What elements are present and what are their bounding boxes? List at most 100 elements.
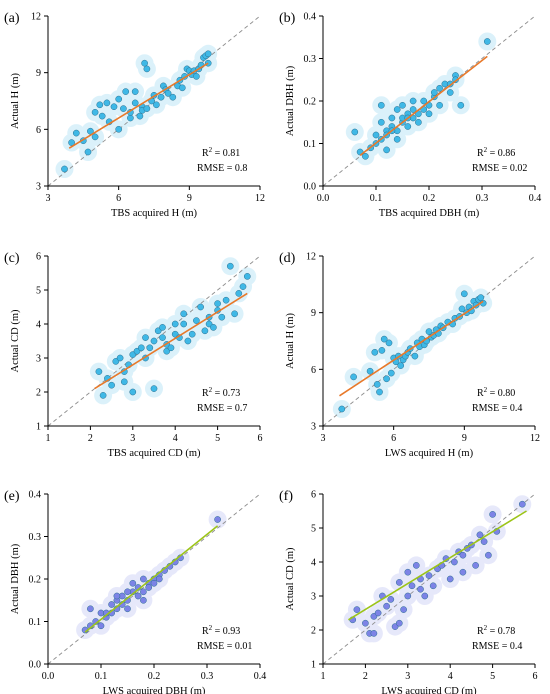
data-point bbox=[99, 392, 107, 399]
y-axis-label: Actual H (m) bbox=[10, 73, 21, 129]
y-tick-label: 0.3 bbox=[29, 532, 42, 543]
data-point bbox=[96, 101, 104, 109]
data-point bbox=[395, 619, 403, 627]
x-tick-label: 12 bbox=[255, 193, 265, 204]
data-point bbox=[197, 303, 204, 311]
data-point bbox=[68, 139, 75, 146]
panel-c: (c) 1 2 3 4 5 6 1 2 3 4 5 6 TBS acquired CD (m) Actual… bbox=[4, 251, 263, 459]
x-tick-label: 5 bbox=[215, 433, 220, 444]
y-tick-label: 1 bbox=[311, 660, 316, 671]
data-point bbox=[371, 348, 379, 356]
y-tick-label: 0.0 bbox=[304, 182, 317, 193]
data-point bbox=[210, 324, 217, 331]
rmse-text: RMSE = 0.7 bbox=[197, 403, 247, 414]
y-tick-label: 0.4 bbox=[304, 12, 317, 23]
data-point bbox=[459, 568, 467, 576]
data-point bbox=[436, 101, 443, 109]
r-squared-superscript: 2 bbox=[484, 624, 488, 632]
data-point bbox=[397, 362, 405, 369]
r-squared-text: R2 = 0.86 bbox=[477, 146, 515, 159]
regression-line bbox=[339, 300, 484, 397]
data-point bbox=[459, 551, 467, 559]
x-tick-label: 4 bbox=[448, 671, 453, 682]
x-tick-label: 3 bbox=[46, 193, 51, 204]
r-squared-text: R2 = 0.73 bbox=[202, 386, 240, 399]
data-point bbox=[446, 89, 454, 96]
data-point bbox=[98, 112, 106, 120]
rmse-text: RMSE = 0.02 bbox=[472, 163, 527, 174]
data-point bbox=[430, 89, 438, 96]
x-axis-label: TBS acquired DBH (m) bbox=[379, 208, 480, 219]
data-point bbox=[218, 313, 226, 321]
x-tick-label: 1 bbox=[321, 671, 326, 682]
data-point bbox=[157, 93, 165, 101]
y-tick-label: 6 bbox=[36, 125, 41, 136]
data-point bbox=[420, 97, 428, 105]
data-point bbox=[404, 568, 412, 576]
data-point bbox=[146, 344, 154, 352]
data-point bbox=[143, 105, 151, 112]
x-tick-label: 3 bbox=[321, 433, 326, 444]
data-point bbox=[140, 575, 147, 583]
panel-b: (b) 0.0 0.1 0.2 0.3 0.4 0.0 0.1 0.2 0.3 0.4 TBS acq… bbox=[279, 11, 541, 219]
data-point bbox=[378, 347, 386, 354]
x-tick-label: 5 bbox=[490, 671, 495, 682]
data-point bbox=[129, 388, 137, 396]
r-squared-symbol: R bbox=[202, 388, 209, 399]
y-tick-label: 5 bbox=[36, 286, 41, 297]
y-tick-label: 6 bbox=[36, 252, 41, 263]
data-point bbox=[153, 101, 160, 109]
data-point bbox=[116, 354, 124, 362]
data-point bbox=[214, 300, 221, 307]
y-tick-label: 0.2 bbox=[29, 575, 42, 586]
data-point bbox=[480, 538, 488, 545]
data-point bbox=[120, 378, 128, 386]
x-axis-label: LWS acquired CD (m) bbox=[381, 686, 477, 694]
y-tick-label: 0.4 bbox=[29, 490, 42, 501]
r-squared-text: R2 = 0.81 bbox=[202, 146, 240, 159]
r-squared-symbol: R bbox=[477, 388, 484, 399]
panel-label: (b) bbox=[279, 11, 296, 26]
data-point bbox=[214, 516, 221, 523]
data-point bbox=[188, 330, 196, 338]
r-squared-superscript: 2 bbox=[209, 624, 213, 632]
data-point bbox=[429, 582, 437, 590]
y-tick-label: 6 bbox=[311, 365, 316, 376]
x-tick-label: 12 bbox=[530, 433, 540, 444]
data-point bbox=[143, 65, 151, 73]
r-squared-superscript: 2 bbox=[484, 146, 488, 154]
data-point bbox=[377, 118, 385, 126]
x-axis-label: TBS acquired CD (m) bbox=[107, 448, 201, 459]
r-squared-text: R2 = 0.93 bbox=[202, 624, 240, 637]
data-point bbox=[425, 110, 433, 118]
x-tick-label: 6 bbox=[391, 433, 396, 444]
data-point bbox=[372, 131, 380, 139]
data-point bbox=[373, 381, 381, 388]
x-tick-label: 0.0 bbox=[317, 193, 330, 204]
data-point bbox=[400, 606, 407, 613]
data-point bbox=[457, 101, 465, 109]
data-point bbox=[155, 575, 163, 583]
y-tick-label: 3 bbox=[311, 422, 316, 433]
data-point bbox=[362, 619, 369, 627]
data-point bbox=[131, 88, 139, 95]
data-point bbox=[417, 585, 424, 593]
panel-f: (f) 1 2 3 4 5 6 1 2 3 4 5 6 LWS acquired CD (m) Actual… bbox=[279, 489, 538, 694]
regression-line bbox=[348, 510, 527, 621]
data-point bbox=[226, 262, 234, 270]
panel-e: (e) 0.0 0.1 0.2 0.3 0.4 0.0 0.1 0.2 0.3 0.4 LWS acq… bbox=[4, 489, 266, 694]
data-point bbox=[142, 334, 149, 341]
data-point bbox=[108, 381, 115, 389]
data-point bbox=[137, 344, 145, 352]
data-point bbox=[483, 38, 491, 45]
x-tick-label: 0.4 bbox=[254, 671, 267, 682]
data-point bbox=[235, 290, 243, 297]
data-point bbox=[141, 59, 148, 67]
data-point bbox=[477, 294, 485, 301]
data-point bbox=[178, 84, 186, 92]
point-glow bbox=[345, 32, 497, 166]
data-point bbox=[411, 352, 419, 360]
data-point bbox=[140, 588, 147, 596]
regression-line bbox=[359, 55, 488, 157]
y-axis-label: Actual DBH (m) bbox=[285, 65, 296, 136]
